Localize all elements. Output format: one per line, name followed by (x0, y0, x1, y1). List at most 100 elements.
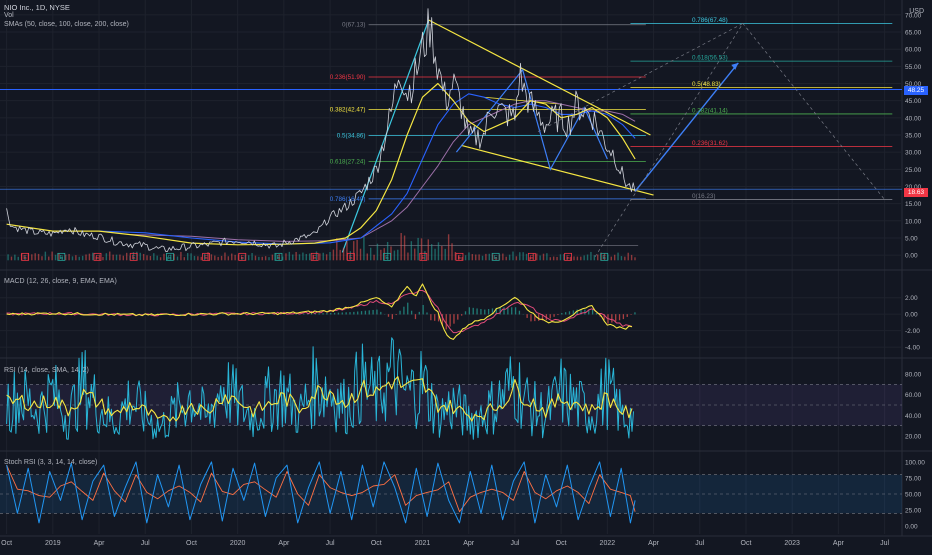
volume-bar (587, 255, 588, 261)
volume-bar (580, 257, 581, 261)
volume-bar (177, 257, 178, 261)
macd-histogram-bar (345, 312, 346, 314)
earnings-marker-label: E (204, 255, 208, 261)
macd-histogram-bar (584, 310, 585, 315)
fib-right-label: 0.5(48.83) (692, 81, 721, 88)
fib-left-label: 0.5(34.86) (337, 132, 366, 139)
macd-histogram-bar (326, 313, 327, 314)
volume-bar (367, 254, 368, 261)
volume-bar (180, 252, 181, 260)
macd-histogram-bar (380, 312, 381, 315)
volume-bar (163, 254, 164, 261)
macd-histogram-bar (407, 303, 408, 315)
volume-bar (394, 251, 395, 261)
price-tick-label: 60.00 (905, 47, 922, 54)
volume-bar (475, 255, 476, 261)
macd-legend: MACD (12, 26, close, 9, EMA, EMA) (4, 278, 117, 285)
macd-histogram-bar (511, 307, 512, 314)
volume-bar (234, 255, 235, 260)
macd-histogram-bar (550, 314, 551, 318)
price-tick-label: 55.00 (905, 64, 922, 71)
macd-histogram-bar (569, 311, 570, 314)
volume-bar (201, 257, 202, 260)
fib-right-label: 0.236(31.62) (692, 140, 728, 147)
fib-right-label: 0(16.23) (692, 193, 715, 200)
volume-bar (289, 252, 290, 260)
earnings-marker-label: E (494, 255, 498, 261)
macd-histogram-bar (388, 314, 389, 317)
macd-histogram-bar (557, 314, 558, 315)
volume-bar (594, 255, 595, 260)
macd-histogram-bar (369, 310, 370, 314)
macd-histogram-bar (353, 312, 354, 315)
price-tick-label: -4.00 (905, 345, 920, 352)
price-tag-last: 18.63 (904, 188, 928, 197)
volume-bar (380, 250, 381, 260)
macd-histogram-bar (342, 312, 343, 314)
fib-left-label: 0.236(51.90) (330, 74, 366, 81)
volume-bar (51, 252, 52, 261)
volume-bar (272, 255, 273, 261)
time-tick-label: Apr (278, 540, 290, 547)
volume-bar (92, 253, 93, 261)
volume-bar (428, 239, 429, 260)
volume-bar (323, 253, 324, 261)
volume-bar (123, 256, 124, 261)
price-tick-label: 25.00 (905, 167, 922, 174)
macd-histogram-bar (515, 307, 516, 314)
fib-right-label: 0.382(41.14) (692, 107, 728, 114)
price-tick-label: 40.00 (905, 413, 922, 420)
volume-bar (397, 250, 398, 261)
volume-bar (309, 253, 310, 260)
volume-bar (570, 257, 571, 260)
volume-bar (31, 254, 32, 260)
volume-bar (224, 253, 225, 261)
price-tick-label: 5.00 (905, 235, 918, 242)
macd-histogram-bar (330, 313, 331, 314)
price-tick-label: 65.00 (905, 30, 922, 37)
volume-bar (489, 254, 490, 261)
volume-bar (146, 255, 147, 260)
time-tick-label: 2020 (230, 540, 246, 547)
fib-right-label: 0.786(67.48) (692, 17, 728, 24)
macd-histogram-bar (319, 313, 320, 314)
volume-bar (187, 253, 188, 260)
macd-histogram-bar (423, 305, 424, 315)
macd-histogram-bar (476, 308, 477, 314)
volume-bar (634, 257, 635, 260)
macd-histogram-bar (403, 307, 404, 315)
volume-bar (614, 255, 615, 261)
volume-bar (373, 255, 374, 261)
time-tick-label: 2023 (784, 540, 800, 547)
fib-right-label: 0.618(56.53) (692, 55, 728, 62)
macd-histogram-bar (303, 314, 304, 315)
volume-bar (360, 249, 361, 261)
macd-histogram-bar (415, 314, 416, 319)
volume-bar (414, 249, 415, 261)
price-tick-label: 20.00 (905, 433, 922, 440)
volume-bar (550, 257, 551, 260)
volume-bar (333, 250, 334, 261)
volume-bar (506, 257, 507, 261)
price-tick-label: 40.00 (905, 115, 922, 122)
sma-legend: SMAs (50, close, 100, close, 200, close) (4, 21, 129, 28)
price-tick-label: 75.00 (905, 475, 922, 482)
macd-histogram-bar (519, 311, 520, 315)
volume-bar (611, 257, 612, 261)
time-tick-label: Oct (186, 540, 197, 547)
earnings-marker-label: E (59, 255, 63, 261)
volume-bar (583, 255, 584, 260)
volume-bar (140, 253, 141, 260)
time-tick-label: 2019 (45, 540, 61, 547)
macd-histogram-bar (322, 313, 323, 314)
price-tick-label: 30.00 (905, 150, 922, 157)
volume-bar (285, 253, 286, 260)
volume-bar (221, 256, 222, 260)
macd-histogram-bar (561, 313, 562, 314)
volume-bar (156, 256, 157, 261)
volume-bar (302, 253, 303, 261)
macd-histogram-bar (334, 313, 335, 315)
time-tick-label: Jul (141, 540, 150, 547)
